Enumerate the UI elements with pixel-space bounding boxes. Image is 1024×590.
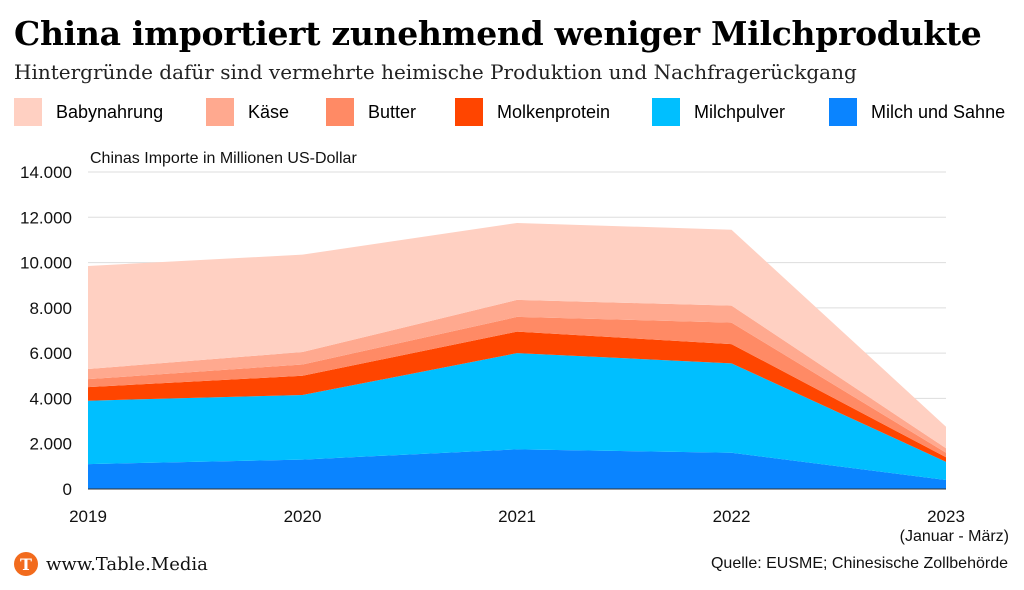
y-tick-label: 4.000 bbox=[29, 389, 72, 408]
legend-swatch bbox=[206, 98, 234, 126]
brand-text: www.Table.Media bbox=[46, 553, 208, 575]
x-tick-sublabel: (Januar - März) bbox=[900, 528, 1009, 545]
chart-subtitle: Hintergründe dafür sind vermehrte heimis… bbox=[14, 60, 857, 84]
y-tick-label: 6.000 bbox=[29, 344, 72, 363]
y-tick-label: 8.000 bbox=[29, 299, 72, 318]
legend: Babynahrung Käse Butter Molkenprotein Mi… bbox=[14, 97, 1014, 127]
legend-label: Molkenprotein bbox=[497, 101, 611, 122]
legend-label: Butter bbox=[368, 101, 417, 122]
x-tick-label: 2023 bbox=[927, 507, 965, 526]
legend-item-kaese: Käse bbox=[206, 97, 289, 127]
x-tick-label: 2022 bbox=[713, 507, 751, 526]
x-tick-label: 2019 bbox=[69, 507, 107, 526]
legend-item-butter: Butter bbox=[326, 97, 416, 127]
legend-label: Milchpulver bbox=[694, 101, 786, 122]
legend-item-babynahrung: Babynahrung bbox=[14, 97, 163, 127]
legend-item-milchpulver: Milchpulver bbox=[652, 97, 785, 127]
legend-swatch bbox=[14, 98, 42, 126]
legend-swatch bbox=[326, 98, 354, 126]
source-note: Quelle: EUSME; Chinesische Zollbehörde bbox=[710, 555, 1008, 572]
axes: 0 2.000 4.000 6.000 8.000 10.000 12.000 14.000 2… bbox=[20, 163, 1009, 545]
legend-swatch bbox=[455, 98, 483, 126]
stacked-area-chart: 0 2.000 4.000 6.000 8.000 10.000 12.000 14.000 2… bbox=[20, 150, 1009, 545]
area-babynahrung bbox=[88, 222, 946, 449]
area-milchpulver bbox=[88, 353, 946, 480]
x-tick-label: 2021 bbox=[498, 507, 536, 526]
x-tick-label: 2020 bbox=[284, 507, 322, 526]
legend-label: Milch und Sahne bbox=[871, 101, 1006, 122]
areas bbox=[88, 222, 946, 489]
brand-logo: T www.Table.Media bbox=[14, 552, 208, 576]
chart-title: China importiert zunehmend weniger Milch… bbox=[14, 14, 982, 53]
y-tick-label: 12.000 bbox=[20, 208, 72, 227]
legend-item-milch-und-sahne: Milch und Sahne bbox=[829, 97, 1005, 127]
y-tick-label: 0 bbox=[63, 480, 72, 499]
table-media-logo-icon: T bbox=[14, 552, 38, 576]
y-tick-label: 2.000 bbox=[29, 435, 72, 454]
y-axis-label: Chinas Importe in Millionen US-Dollar bbox=[90, 150, 357, 167]
area-milch-und-sahne bbox=[88, 449, 946, 489]
legend-label: Käse bbox=[248, 101, 290, 122]
legend-swatch bbox=[829, 98, 857, 126]
y-tick-label: 14.000 bbox=[20, 163, 72, 182]
legend-swatch bbox=[652, 98, 680, 126]
legend-item-molkenprotein: Molkenprotein bbox=[455, 97, 610, 127]
legend-label: Babynahrung bbox=[56, 101, 164, 122]
y-tick-label: 10.000 bbox=[20, 254, 72, 273]
